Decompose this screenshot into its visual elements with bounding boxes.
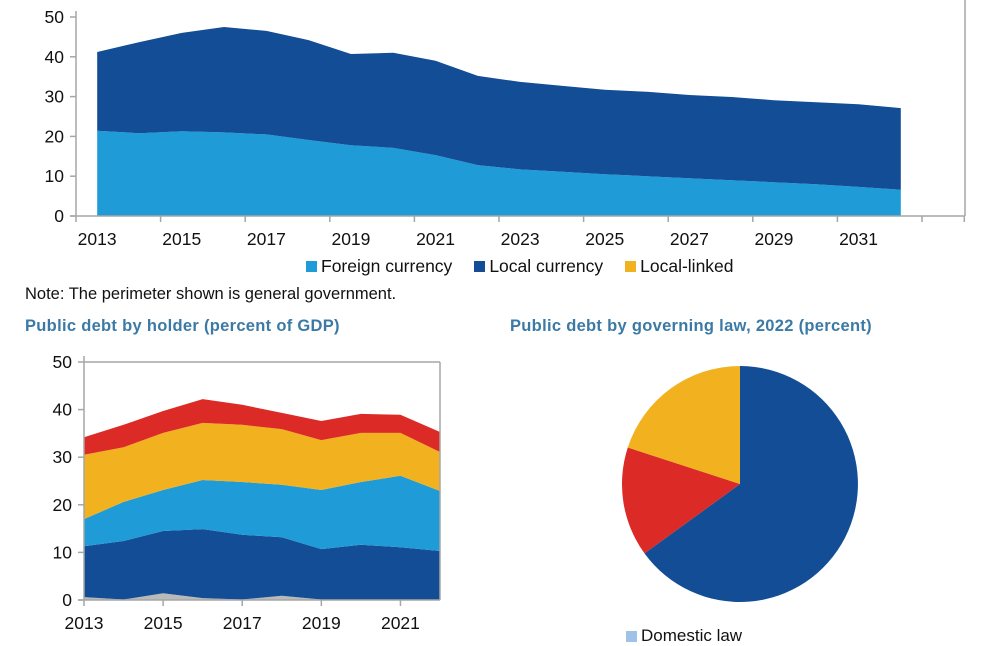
pie-slice-domestic-law-blue [644, 366, 858, 602]
y-tick-label: 10 [53, 542, 73, 562]
legend-item-local-linked: Local-linked [625, 256, 734, 277]
y-tick-label: 20 [45, 126, 65, 146]
x-tick-label: 2023 [501, 229, 540, 249]
y-tick-label: 40 [45, 47, 65, 67]
pie-legend-item-domestic-law: Domestic law [626, 626, 742, 646]
legend-label: Foreign currency [321, 256, 453, 276]
x-tick-label: 2013 [65, 613, 104, 633]
x-tick-label: 2021 [381, 613, 420, 633]
area-orange-series [84, 422, 440, 520]
area-foreign-currency [97, 130, 901, 216]
legend-swatch-local [474, 261, 486, 272]
x-tick-label: 2027 [670, 229, 709, 249]
top-area-chart: 0 10 20 30 40 50 2013 2015 2017 2019 2021 2023 2025 2… [45, 0, 966, 249]
y-tick-label: 0 [62, 590, 72, 610]
x-tick-label: 2025 [585, 229, 624, 249]
x-tick-label: 2017 [247, 229, 286, 249]
y-tick-label: 50 [53, 352, 73, 372]
legend-swatch-foreign [306, 261, 317, 272]
legend-swatch-local-linked [625, 261, 637, 272]
holder-chart-title: Public debt by holder (percent of GDP) [25, 317, 340, 335]
y-tick-label: 30 [53, 447, 73, 467]
pie-slice-red-slice [621, 447, 740, 554]
y-tick-label: 50 [45, 7, 65, 27]
legend-label: Local currency [489, 256, 604, 276]
legend-item-foreign-currency: Foreign currency [306, 256, 452, 277]
area-dark-blue-series [84, 529, 440, 600]
governing-law-pie-chart [621, 366, 858, 602]
x-tick-label: 2021 [416, 229, 455, 249]
x-tick-label: 2013 [78, 229, 117, 249]
y-tick-label: 40 [53, 400, 73, 420]
legend-label: Local-linked [640, 256, 734, 276]
x-tick-label: 2031 [839, 229, 878, 249]
y-tick-label: 10 [45, 166, 65, 186]
area-light-blue-series [84, 475, 440, 551]
area-gray-series [84, 593, 440, 600]
legend-item-local-currency: Local currency [474, 256, 603, 277]
area-local-currency [97, 27, 901, 190]
y-tick-label: 20 [53, 495, 73, 515]
pie-slice-orange-slice [627, 366, 740, 484]
governing-law-chart-title: Public debt by governing law, 2022 (perc… [510, 317, 872, 335]
y-tick-label: 30 [45, 87, 65, 107]
y-tick-label: 0 [54, 206, 64, 226]
x-tick-label: 2017 [223, 613, 262, 633]
holder-area-chart: 0 10 20 30 40 50 2013 2015 2017 2019 2021 [53, 352, 441, 633]
x-tick-label: 2019 [331, 229, 370, 249]
legend-label: Domestic law [641, 626, 743, 645]
legend-swatch-domestic [626, 630, 637, 642]
x-tick-label: 2029 [754, 229, 793, 249]
x-tick-label: 2015 [162, 229, 201, 249]
top-chart-legend: Foreign currency Local currency Local-li… [306, 256, 734, 277]
x-tick-label: 2015 [144, 613, 183, 633]
x-tick-label: 2019 [302, 613, 341, 633]
chart-note: Note: The perimeter shown is general gov… [25, 285, 397, 303]
